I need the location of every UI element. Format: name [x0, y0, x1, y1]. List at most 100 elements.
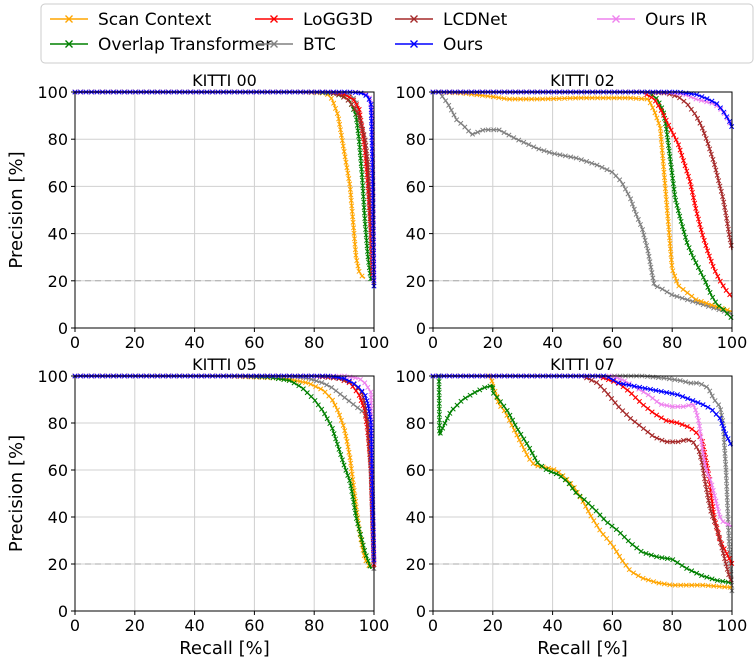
data-point [658, 131, 664, 137]
data-point [694, 115, 701, 121]
data-point [696, 423, 703, 429]
data-point [534, 96, 540, 102]
data-point [331, 100, 337, 106]
data-point [714, 172, 720, 178]
data-point [349, 203, 355, 209]
data-point [719, 412, 725, 418]
data-point [615, 380, 621, 386]
data-point [356, 392, 362, 398]
series-btc [72, 373, 377, 572]
data-point [693, 430, 699, 436]
data-point [686, 245, 692, 251]
data-point [357, 150, 363, 156]
series-overlap-transformer [430, 89, 734, 321]
data-point [539, 463, 545, 469]
data-point [341, 462, 347, 468]
data-point [355, 405, 361, 411]
data-point [638, 96, 645, 102]
data-point [338, 452, 344, 458]
y-tick-label: 100 [395, 367, 426, 386]
data-point [552, 151, 558, 157]
data-point [334, 441, 340, 447]
data-point [509, 417, 516, 423]
legend-marker [270, 40, 278, 48]
data-point [707, 503, 713, 509]
data-point [647, 259, 653, 265]
data-point [637, 221, 644, 228]
data-point [694, 570, 700, 576]
data-point [573, 489, 579, 496]
chart-panel: 0 20 40 60 80 100 0 20 40 60 80 100 KITTI 00 Precisio… [6, 71, 389, 352]
data-point [355, 521, 361, 527]
y-tick-label: 80 [406, 130, 426, 149]
data-point [357, 376, 363, 382]
data-point [715, 273, 721, 279]
data-point [526, 142, 532, 148]
x-tick-label: 40 [184, 616, 204, 635]
data-point [663, 191, 669, 197]
data-point [482, 384, 488, 391]
data-point [322, 389, 328, 395]
data-point [653, 387, 659, 393]
data-point [543, 467, 549, 473]
data-point [682, 379, 689, 385]
data-point [686, 437, 692, 443]
data-point [496, 127, 502, 133]
data-point [521, 436, 527, 442]
data-point [350, 95, 356, 101]
data-point [604, 535, 610, 542]
data-point [370, 518, 376, 524]
data-point [723, 210, 729, 216]
data-point [334, 407, 341, 413]
data-point [632, 394, 639, 401]
data-point [354, 122, 360, 128]
data-point [356, 106, 362, 112]
axes-frame [432, 375, 733, 612]
data-point [364, 153, 370, 159]
data-point [714, 577, 720, 584]
data-point [690, 195, 697, 201]
legend-frame [40, 3, 754, 64]
data-point [319, 380, 325, 386]
data-point [447, 410, 453, 416]
data-point [467, 392, 473, 398]
data-point [620, 181, 626, 187]
data-point [621, 534, 627, 540]
data-point [724, 483, 730, 489]
data-point [713, 411, 719, 417]
legend-label: Overlap Transformer [98, 35, 272, 55]
axes-frame [74, 91, 375, 329]
data-point [334, 111, 340, 117]
data-point [703, 279, 709, 285]
data-point [308, 393, 314, 400]
data-point [611, 95, 617, 101]
data-point [627, 415, 634, 421]
data-point [462, 124, 468, 130]
series-line [75, 375, 372, 569]
data-point [717, 105, 723, 111]
data-point [687, 178, 693, 185]
data-point [699, 572, 705, 579]
data-point [370, 524, 376, 530]
data-point [359, 388, 365, 394]
data-point [368, 419, 374, 425]
data-point [507, 96, 513, 102]
data-point [613, 526, 619, 533]
data-point [688, 106, 694, 112]
data-point [704, 248, 711, 254]
y-tick-label: 40 [406, 508, 426, 527]
x-tick-label: 60 [602, 333, 622, 352]
data-point [657, 125, 663, 131]
data-point [713, 524, 719, 530]
data-point [501, 95, 507, 102]
data-point [546, 149, 552, 155]
data-point [636, 422, 642, 428]
data-point [650, 395, 656, 401]
data-point [620, 558, 626, 564]
data-point [521, 447, 527, 453]
data-point [702, 481, 709, 487]
data-point [361, 199, 367, 205]
x-tick-label: 20 [125, 333, 145, 352]
data-point [718, 407, 724, 413]
data-point [620, 381, 627, 387]
